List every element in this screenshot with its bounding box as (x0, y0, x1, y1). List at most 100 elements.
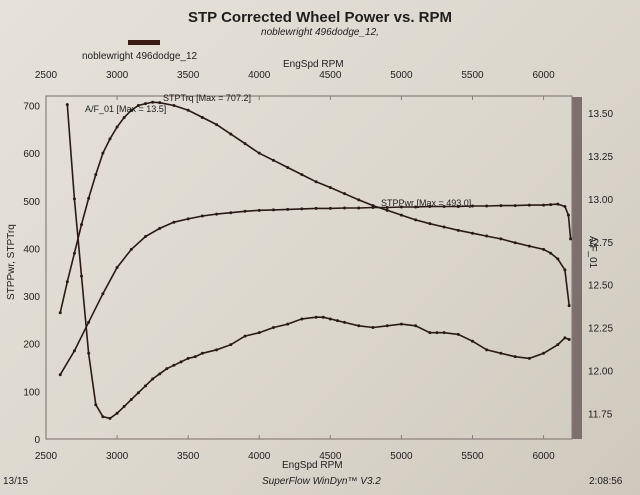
data-point-a-f-01 (179, 360, 183, 364)
left-y-tick-label: 600 (23, 149, 40, 160)
x-tick-bottom-label: 2500 (35, 451, 58, 462)
data-point-a-f-01 (513, 355, 517, 359)
data-point-stptrq (527, 244, 531, 248)
data-point-stptrq (414, 218, 418, 222)
data-point-stptrq (72, 251, 76, 255)
annotation-a-f-01: A/F_01 [Max = 13.5] (85, 104, 166, 114)
footer-date: 13/15 (3, 476, 29, 487)
left-y-tick-label: 0 (34, 435, 40, 446)
data-point-stppwr (542, 203, 546, 207)
data-point-stptrq (94, 173, 98, 177)
plot-frame (45, 95, 573, 440)
data-point-stppwr (385, 205, 389, 209)
data-point-a-f-01 (556, 343, 560, 347)
data-point-stptrq (87, 196, 91, 200)
x-axis-label-bottom: EngSpd RPM (282, 460, 343, 471)
data-point-a-f-01 (122, 404, 126, 408)
footer-software: SuperFlow WinDyn™ V3.2 (262, 476, 381, 487)
data-point-stptrq (243, 142, 247, 146)
x-tick-top-label: 4500 (319, 70, 342, 81)
data-point-stppwr (243, 209, 247, 213)
data-point-stptrq (549, 251, 553, 255)
right-axis-shadow (572, 97, 582, 439)
data-point-a-f-01 (129, 398, 133, 402)
data-point-stppwr (442, 205, 446, 209)
data-point-stptrq (136, 104, 140, 108)
x-tick-top-label: 6000 (532, 70, 555, 81)
left-y-tick-label: 300 (23, 292, 40, 303)
data-point-stppwr (229, 211, 233, 215)
data-point-stptrq (499, 237, 503, 241)
right-y-tick-label: 13.00 (588, 195, 613, 206)
data-point-stptrq (151, 100, 155, 104)
data-point-a-f-01 (65, 103, 69, 107)
legend-label: noblewright 496dodge_12 (82, 51, 198, 62)
right-y-tick-label: 13.50 (588, 109, 613, 120)
data-point-stppwr (371, 205, 375, 209)
data-point-a-f-01 (165, 367, 169, 371)
data-point-stptrq (80, 223, 84, 227)
data-point-stppwr (58, 373, 62, 377)
data-point-stptrq (200, 115, 204, 119)
data-point-stptrq (65, 280, 69, 284)
data-point-stppwr (271, 208, 275, 212)
x-tick-bottom-label: 3500 (177, 451, 200, 462)
data-point-a-f-01 (371, 326, 375, 330)
data-point-stptrq (172, 104, 176, 108)
data-point-stppwr (257, 208, 261, 212)
legend-swatch (128, 40, 160, 45)
x-tick-top-label: 4000 (248, 70, 271, 81)
data-point-stptrq (58, 311, 62, 315)
x-tick-top-label: 3500 (177, 70, 200, 81)
data-point-stptrq (108, 137, 112, 141)
data-point-a-f-01 (115, 411, 119, 415)
data-point-a-f-01 (172, 363, 176, 367)
data-point-stptrq (115, 125, 119, 129)
data-point-stppwr (286, 207, 290, 211)
data-point-stppwr (399, 205, 403, 209)
data-point-stptrq (485, 234, 489, 238)
data-point-stptrq (385, 208, 389, 212)
x-tick-top-label: 3000 (106, 70, 129, 81)
series-line-stppwr (59, 203, 572, 376)
x-tick-bottom-label: 4000 (248, 451, 271, 462)
data-point-a-f-01 (243, 334, 247, 338)
data-point-stppwr (569, 237, 573, 241)
data-point-stppwr (158, 226, 162, 230)
data-point-stppwr (566, 213, 570, 217)
data-point-stppwr (328, 206, 332, 210)
data-point-a-f-01 (499, 351, 503, 355)
chart-subtitle: noblewright 496dodge_12, (261, 27, 379, 38)
data-point-a-f-01 (435, 331, 439, 335)
data-point-a-f-01 (186, 356, 190, 360)
data-point-stppwr (343, 206, 347, 210)
data-point-stppwr (470, 204, 474, 208)
data-point-stppwr (357, 206, 361, 210)
data-point-stptrq (101, 151, 105, 155)
data-point-a-f-01 (470, 339, 474, 343)
data-point-stptrq (271, 158, 275, 162)
chart-title: STP Corrected Wheel Power vs. RPM (188, 9, 452, 26)
data-point-stppwr (513, 204, 517, 208)
data-point-a-f-01 (101, 415, 105, 419)
data-point-stptrq (556, 257, 560, 261)
data-point-a-f-01 (257, 331, 261, 335)
data-point-stptrq (399, 213, 403, 217)
data-point-a-f-01 (527, 356, 531, 360)
footer-time: 2:08:56 (589, 476, 623, 487)
data-point-a-f-01 (158, 372, 162, 376)
x-tick-top-label: 5000 (390, 70, 413, 81)
data-point-stptrq (257, 151, 261, 155)
data-point-a-f-01 (321, 315, 325, 319)
data-point-a-f-01 (314, 315, 318, 319)
data-point-a-f-01 (456, 332, 460, 336)
data-point-stptrq (442, 225, 446, 229)
data-point-a-f-01 (151, 377, 155, 381)
data-point-stptrq (542, 247, 546, 251)
data-point-a-f-01 (542, 351, 546, 355)
data-point-stptrq (186, 108, 190, 112)
annotation-stptrq: STPTrq [Max = 707.2] (163, 93, 251, 103)
left-y-tick-label: 200 (23, 340, 40, 351)
